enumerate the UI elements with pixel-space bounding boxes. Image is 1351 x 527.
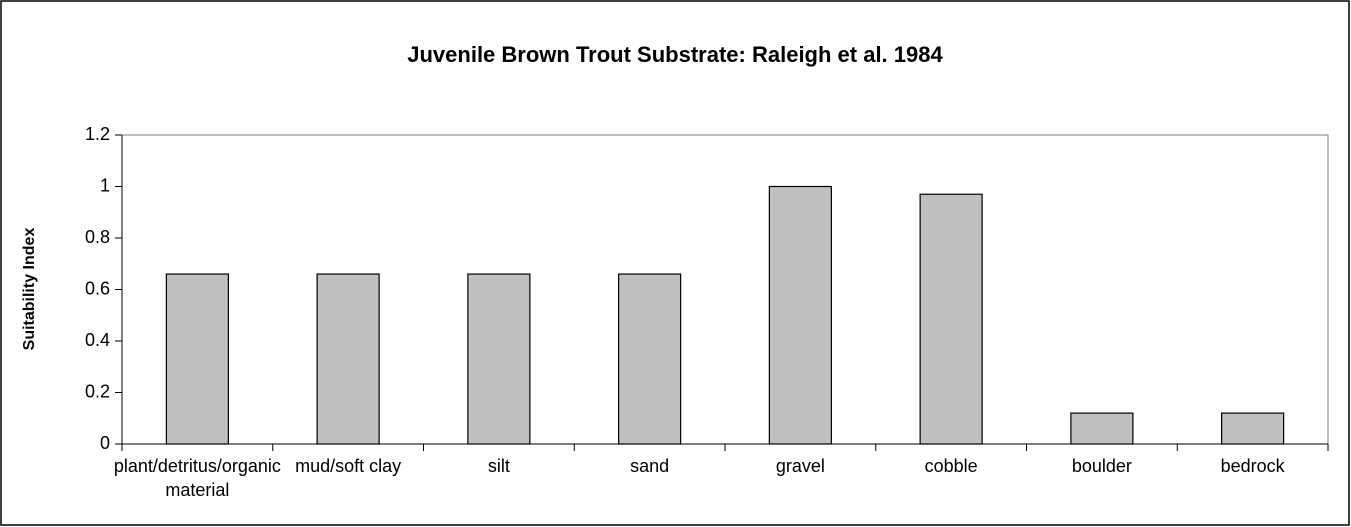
- bar: [316, 273, 380, 445]
- bar: [165, 273, 229, 445]
- y-tick-label: 1.2: [85, 124, 110, 144]
- y-tick-label: 0.4: [85, 330, 110, 350]
- bar: [768, 185, 832, 445]
- bar: [618, 273, 682, 445]
- bar: [1221, 412, 1285, 445]
- x-tick-label-line: material: [165, 480, 229, 500]
- x-tick-label: plant/detritus/organic material: [114, 456, 281, 500]
- x-tick-label: mud/soft clay: [295, 456, 401, 476]
- y-tick-label: 0.6: [85, 278, 110, 298]
- x-tick-label: sand: [630, 456, 669, 476]
- y-tick-label: 1: [100, 175, 110, 195]
- x-tick-label: silt: [488, 456, 510, 476]
- y-tick-label: 0.2: [85, 381, 110, 401]
- y-tick-label: 0.8: [85, 227, 110, 247]
- y-tick-label: 0: [100, 433, 110, 453]
- bar: [1070, 412, 1134, 445]
- bar: [467, 273, 531, 445]
- x-tick-label-line: plant/detritus/organic: [114, 456, 281, 476]
- x-tick-label: bedrock: [1221, 456, 1286, 476]
- x-tick-label: cobble: [925, 456, 978, 476]
- y-axis-label: Suitability Index: [21, 228, 38, 351]
- x-tick-label: gravel: [776, 456, 825, 476]
- x-tick-label: boulder: [1072, 456, 1132, 476]
- bar: [919, 193, 983, 445]
- chart-title: Juvenile Brown Trout Substrate: Raleigh …: [407, 42, 943, 67]
